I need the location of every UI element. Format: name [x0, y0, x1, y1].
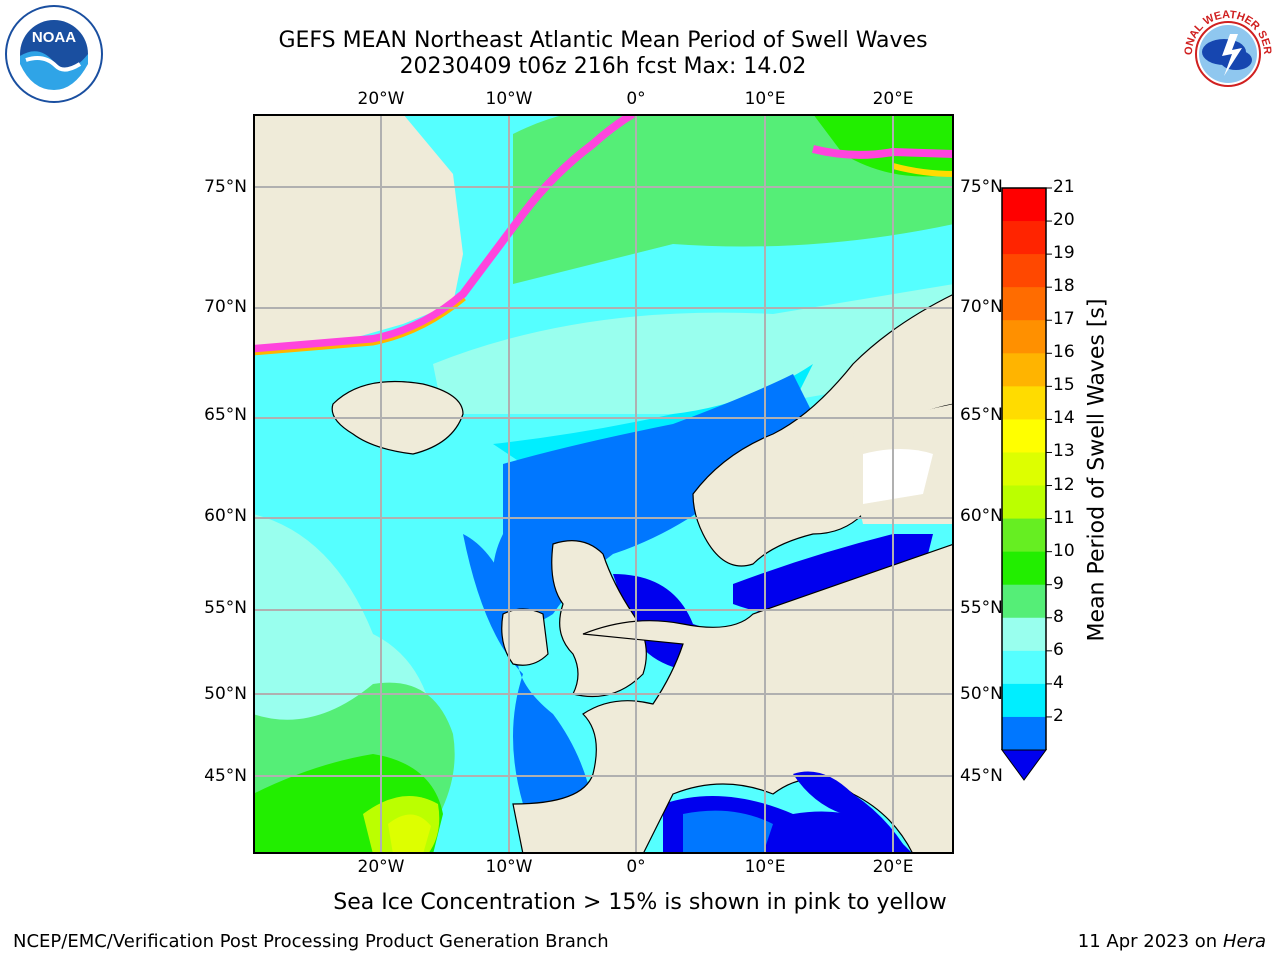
- graticule: [253, 114, 954, 854]
- lon-label-top-0: 0°: [626, 89, 646, 109]
- lat-label-right-55n: 55°N: [960, 598, 1003, 618]
- sea-ice-edge-greenland: [253, 114, 636, 353]
- colorbar-segment: [1002, 287, 1046, 321]
- footer-host: Hera: [1222, 931, 1266, 952]
- colorbar-tick-label: 19: [1053, 243, 1075, 264]
- colorbar-segment: [1002, 254, 1046, 288]
- colorbar-tick-label: 17: [1053, 309, 1075, 330]
- colorbar-segment: [1002, 353, 1046, 387]
- nws-logo: NATIONAL WEATHER SERVICE: [1178, 4, 1278, 104]
- colorbar-tick-label: 13: [1053, 441, 1075, 462]
- adriatic-sea: [793, 771, 903, 854]
- lat-label-left-50n: 50°N: [204, 684, 247, 704]
- colorbar-segment: [1002, 551, 1046, 586]
- colorbar-segment: [1002, 188, 1046, 222]
- lon-label-top-20e: 20°E: [872, 89, 914, 109]
- colorbar-segment: [1002, 584, 1046, 619]
- colorbar-tick-label: 6: [1053, 639, 1064, 660]
- lon-label-bottom-20e: 20°E: [872, 857, 914, 877]
- lon-label-bottom-0: 0°: [626, 857, 646, 877]
- lat-label-left-45n: 45°N: [204, 766, 247, 786]
- lat-label-right-75n: 75°N: [960, 177, 1003, 197]
- lat-label-left-65n: 65°N: [204, 405, 247, 425]
- colorbar-tick-label: 12: [1053, 474, 1075, 495]
- zone-8-9s-north: [433, 284, 954, 414]
- colorbar-segment: [1002, 650, 1046, 685]
- lat-label-right-50n: 50°N: [960, 684, 1003, 704]
- colorbar-segment: [1002, 221, 1046, 255]
- lat-label-right-60n: 60°N: [960, 506, 1003, 526]
- colorbar-tick-label: 15: [1053, 375, 1075, 396]
- greenland-land: [253, 114, 463, 354]
- colorbar-tick-label: 2: [1053, 705, 1064, 726]
- great-britain-land: [551, 540, 647, 698]
- colorbar-tick-label: 21: [1053, 177, 1075, 197]
- colorbar-tick-label: 10: [1053, 540, 1075, 561]
- lon-label-bottom-10e: 10°E: [744, 857, 786, 877]
- lat-label-right-70n: 70°N: [960, 297, 1003, 317]
- lat-label-right-45n: 45°N: [960, 766, 1003, 786]
- colorbar-segment: [1002, 320, 1046, 354]
- colorbar-segment: [1002, 485, 1046, 520]
- footer-date-text: 11 Apr 2023 on: [1077, 931, 1223, 952]
- zone-10-11s-north: [813, 114, 954, 177]
- footer-producer: NCEP/EMC/Verification Post Processing Pr…: [13, 931, 609, 952]
- chart-subtitle: 20230409 t06z 216h fcst Max: 14.02: [399, 54, 807, 79]
- lon-label-top-10w: 10°W: [485, 89, 533, 109]
- lat-label-left-70n: 70°N: [204, 297, 247, 317]
- colorbar-segment: [1002, 683, 1046, 718]
- swell-period-map: [253, 114, 954, 854]
- lat-label-left-55n: 55°N: [204, 598, 247, 618]
- lon-label-bottom-20w: 20°W: [357, 857, 405, 877]
- colorbar-underflow-arrow: [1001, 749, 1047, 781]
- lon-label-bottom-10w: 10°W: [485, 857, 533, 877]
- colorbar-segment: [1002, 518, 1046, 553]
- colorbar: [1000, 186, 1052, 786]
- colorbar-tick-label: 16: [1053, 342, 1075, 363]
- colorbar-tick-label: 4: [1053, 672, 1064, 693]
- footer-date: 11 Apr 2023 on Hera: [1078, 931, 1266, 952]
- colorbar-tick-label: 8: [1053, 606, 1064, 627]
- colorbar-title: Mean Period of Swell Waves [s]: [1084, 298, 1110, 642]
- colorbar-segment: [1002, 716, 1046, 751]
- zone-13-14s: [388, 814, 431, 854]
- colorbar-tick-label: 20: [1053, 210, 1075, 231]
- colorbar-tick-label: 9: [1053, 573, 1064, 594]
- lon-label-top-10e: 10°E: [744, 89, 786, 109]
- colorbar-segment: [1002, 419, 1046, 453]
- colorbar-segment: [1002, 386, 1046, 420]
- noaa-logo: NOAA: [4, 4, 104, 104]
- chart-title: GEFS MEAN Northeast Atlantic Mean Period…: [278, 28, 928, 53]
- colorbar-tick-label: 18: [1053, 276, 1075, 297]
- sea-ice-edge-svalbard: [812, 145, 954, 159]
- colorbar-tick-label: 14: [1053, 408, 1075, 429]
- zone-2-4s-biscay: [463, 534, 593, 804]
- lat-label-left-60n: 60°N: [204, 506, 247, 526]
- svg-text:NOAA: NOAA: [32, 29, 76, 46]
- colorbar-segment: [1002, 617, 1046, 652]
- sea-ice-caption: Sea Ice Concentration > 15% is shown in …: [333, 890, 947, 915]
- lat-label-right-65n: 65°N: [960, 405, 1003, 425]
- colorbar-tick-label: 11: [1053, 507, 1075, 528]
- colorbar-segment: [1002, 452, 1046, 487]
- lon-label-top-20w: 20°W: [357, 89, 405, 109]
- lat-label-left-75n: 75°N: [204, 177, 247, 197]
- gulf-of-bothnia-ice: [863, 449, 933, 504]
